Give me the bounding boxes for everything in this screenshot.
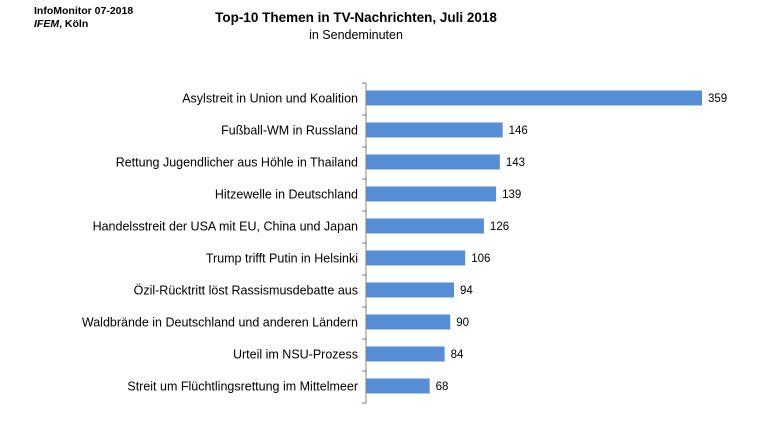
bar: [366, 250, 466, 266]
bar: [366, 122, 503, 138]
category-label: Streit um Flüchtlingsrettung im Mittelme…: [127, 380, 358, 394]
data-label: 139: [502, 189, 521, 201]
bar: [366, 378, 430, 394]
data-label: 146: [509, 125, 528, 137]
bar: [366, 90, 702, 106]
category-label: Rettung Jugendlicher aus Höhle in Thaila…: [116, 156, 358, 170]
category-label: Asylstreit in Union und Koalition: [182, 92, 358, 106]
chart-subtitle-wrap: in Sendeminuten: [0, 28, 768, 42]
bar: [366, 154, 500, 170]
data-label: 84: [451, 349, 464, 361]
bar: [366, 282, 454, 298]
data-label: 359: [708, 93, 727, 105]
data-label: 90: [456, 317, 469, 329]
bar: [366, 346, 445, 362]
source-org: IFEM: [34, 18, 60, 30]
source-city: , Köln: [59, 18, 89, 30]
category-label: Fußball-WM in Russland: [221, 124, 358, 138]
bar: [366, 218, 484, 234]
source-line-1: InfoMonitor 07-2018: [34, 5, 134, 17]
chart-title: Top-10 Themen in TV-Nachrichten, Juli 20…: [215, 10, 497, 25]
chart-title-wrap: Top-10 Themen in TV-Nachrichten, Juli 20…: [0, 10, 768, 25]
data-label: 126: [490, 221, 509, 233]
category-label: Handelsstreit der USA mit EU, China und …: [93, 220, 358, 234]
bar: [366, 186, 497, 202]
category-label: Hitzewelle in Deutschland: [215, 188, 358, 202]
category-label: Waldbrände in Deutschland und anderen Lä…: [82, 316, 358, 330]
category-label: Urteil im NSU-Prozess: [233, 348, 358, 362]
source-note: InfoMonitor 07-2018 IFEM, Köln: [34, 5, 133, 31]
data-label: 106: [471, 253, 490, 265]
bar: [366, 314, 451, 330]
data-label: 68: [436, 381, 449, 393]
category-label: Trump trifft Putin in Helsinki: [206, 252, 358, 266]
data-label: 143: [506, 157, 525, 169]
chart-subtitle: in Sendeminuten: [309, 28, 403, 42]
data-label: 94: [460, 285, 473, 297]
category-label: Özil-Rücktritt löst Rassismusdebatte aus: [134, 284, 358, 298]
